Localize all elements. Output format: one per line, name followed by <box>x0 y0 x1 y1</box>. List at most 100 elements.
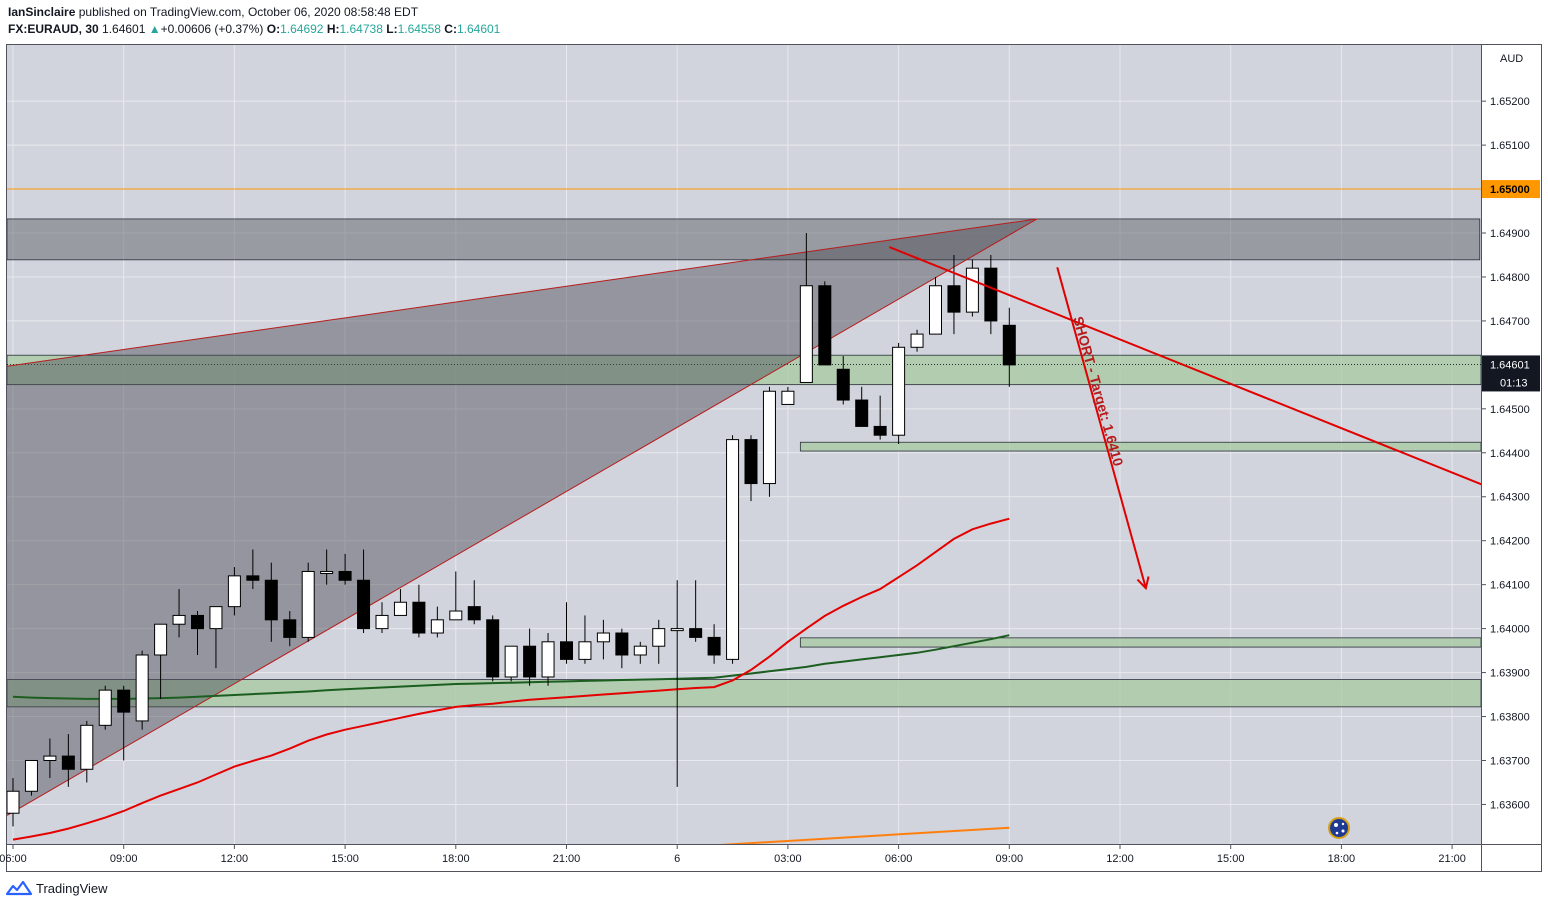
candle-down <box>283 619 297 638</box>
y-tick-label: 1.63700 <box>1490 755 1530 767</box>
time-axis[interactable]: 06:00 09:00 12:00 15:00 18:00 21:00 6 03:00 06:0… <box>0 844 1466 865</box>
candle-up <box>578 641 592 660</box>
x-tick-label: 06:00 <box>0 853 27 865</box>
x-tick-label: 18:00 <box>442 853 470 865</box>
short-arrow-head <box>1136 576 1150 591</box>
price-change: +0.00606 (+0.37%) <box>160 22 264 36</box>
grid <box>7 44 1481 844</box>
candle-up <box>172 614 186 625</box>
level-price-label-bg <box>1482 180 1540 199</box>
x-tick-label: 21:00 <box>553 853 581 865</box>
candle-down <box>744 439 758 485</box>
candle-up <box>43 755 57 761</box>
ema-red-line <box>12 517 1010 841</box>
wedge-lower-line <box>6 218 1038 816</box>
footer-brand: TradingView <box>36 880 108 896</box>
y-tick-label: 1.64000 <box>1490 624 1530 636</box>
price-axis[interactable]: 1.65200 1.65100 1.64900 1.64800 1.64700 1.645… <box>1481 96 1540 811</box>
candle-down <box>560 641 573 660</box>
candle-down <box>873 425 887 436</box>
candle-down <box>246 575 260 581</box>
y-tick-label: 1.65100 <box>1490 140 1530 152</box>
low-value: 1.64558 <box>397 22 441 36</box>
australia-flag-icon[interactable] <box>1328 817 1350 839</box>
candle-down <box>1002 324 1016 366</box>
x-tick-label: 15:00 <box>1217 853 1245 865</box>
low-label: L: <box>386 22 398 36</box>
current-price-label: 1.64601 <box>1490 359 1530 371</box>
candle-down <box>412 601 426 634</box>
close-label: C: <box>444 22 457 36</box>
wedge-upper-line <box>6 218 1038 367</box>
y-tick-label: 1.64700 <box>1490 316 1530 328</box>
symbol[interactable]: FX:EURAUD, 30 <box>8 22 99 36</box>
candle-up <box>6 790 20 814</box>
candle-up <box>929 285 942 335</box>
candle-down <box>855 399 869 427</box>
candle-up <box>449 610 463 621</box>
y-tick-label: 1.64500 <box>1490 404 1530 416</box>
resistance-zone <box>6 218 1481 261</box>
candle-down <box>615 632 629 656</box>
candle-up <box>892 346 906 436</box>
close-value: 1.64601 <box>456 22 501 36</box>
x-tick-label: 15:00 <box>331 853 359 865</box>
change-arrow-icon: ▲ <box>148 22 161 36</box>
support-zone <box>799 637 1482 648</box>
candle-up <box>135 654 149 722</box>
ema-orange-line <box>714 826 1010 847</box>
x-tick-label: 12:00 <box>221 853 249 865</box>
chart-header: IanSinclaire published on TradingView.co… <box>8 4 500 38</box>
candle-up <box>799 285 813 383</box>
candle-up <box>596 632 610 643</box>
down-trendline <box>889 246 1499 492</box>
short-arrow-line <box>1056 267 1147 589</box>
candle-up <box>375 614 389 630</box>
candle-up <box>393 601 407 616</box>
candle-down <box>61 755 75 770</box>
candle-up <box>320 570 334 574</box>
y-tick-label: 1.64400 <box>1490 448 1530 460</box>
candle-down <box>486 619 500 678</box>
open-value: 1.64692 <box>280 22 324 36</box>
candle-up <box>726 439 740 660</box>
x-tick-label: 6 <box>674 853 680 865</box>
candle-down <box>357 579 371 630</box>
tradingview-logo-icon <box>6 880 32 896</box>
last-price: 1.64601 <box>102 22 146 36</box>
y-tick-label: 1.64300 <box>1490 492 1530 504</box>
y-tick-label: 1.64200 <box>1490 536 1530 548</box>
footer-branding[interactable]: TradingView <box>6 880 108 896</box>
price-axis-background <box>1481 44 1542 844</box>
candle-up <box>209 606 223 630</box>
candle-up <box>98 689 112 726</box>
candle-up <box>504 645 518 678</box>
candle-down <box>689 628 703 638</box>
candle-down <box>818 285 832 366</box>
y-tick-label: 1.64100 <box>1490 580 1530 592</box>
wedge <box>6 218 1038 816</box>
y-tick-label: 1.63800 <box>1490 712 1530 724</box>
x-tick-label: 21:00 <box>1438 853 1466 865</box>
open-label: O: <box>266 22 281 36</box>
time-axis-background <box>7 844 1481 872</box>
y-tick-label: 1.63900 <box>1490 668 1530 680</box>
candle-down <box>947 285 961 313</box>
publisher-name[interactable]: IanSinclaire <box>8 5 76 19</box>
moving-averages <box>12 517 1010 847</box>
x-tick-label: 09:00 <box>996 853 1024 865</box>
candle-down <box>707 636 721 656</box>
candle-down <box>523 645 537 678</box>
candle-up <box>670 628 684 632</box>
candle-down <box>264 579 278 621</box>
level-price-label: 1.65000 <box>1490 184 1530 196</box>
candle-down <box>191 614 204 630</box>
candle-up <box>541 641 555 678</box>
candle-up <box>227 575 241 608</box>
publish-line: IanSinclaire published on TradingView.co… <box>8 4 500 21</box>
candle-up <box>24 759 38 792</box>
x-tick-label: 12:00 <box>1106 853 1134 865</box>
candle-up <box>301 570 315 638</box>
high-value: 1.64738 <box>339 22 383 36</box>
